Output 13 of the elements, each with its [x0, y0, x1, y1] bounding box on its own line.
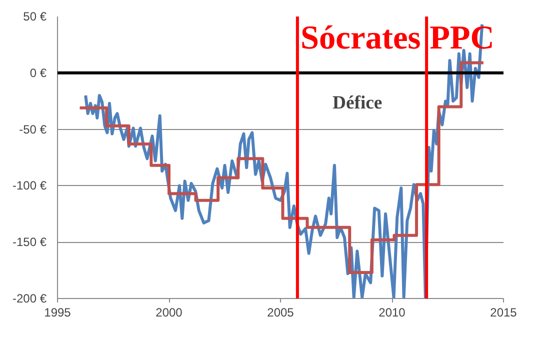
x-tick-label: 2000 [156, 306, 183, 320]
y-tick-label: -200 € [12, 292, 47, 306]
y-tick-label: -50 € [19, 122, 47, 136]
y-tick-label: 50 € [23, 10, 47, 24]
y-tick-label: -150 € [12, 235, 47, 250]
annotation: Défice [332, 92, 382, 114]
y-tick-label: 0 € [30, 66, 47, 80]
x-tick-label: 1995 [44, 306, 72, 320]
x-tick-label: 2005 [267, 306, 294, 320]
ref-line-label: Sócrates [300, 20, 421, 56]
y-tick-label: -100 € [12, 178, 47, 193]
x-tick-label: 2015 [490, 306, 518, 320]
x-tick-label: 2010 [378, 306, 406, 320]
